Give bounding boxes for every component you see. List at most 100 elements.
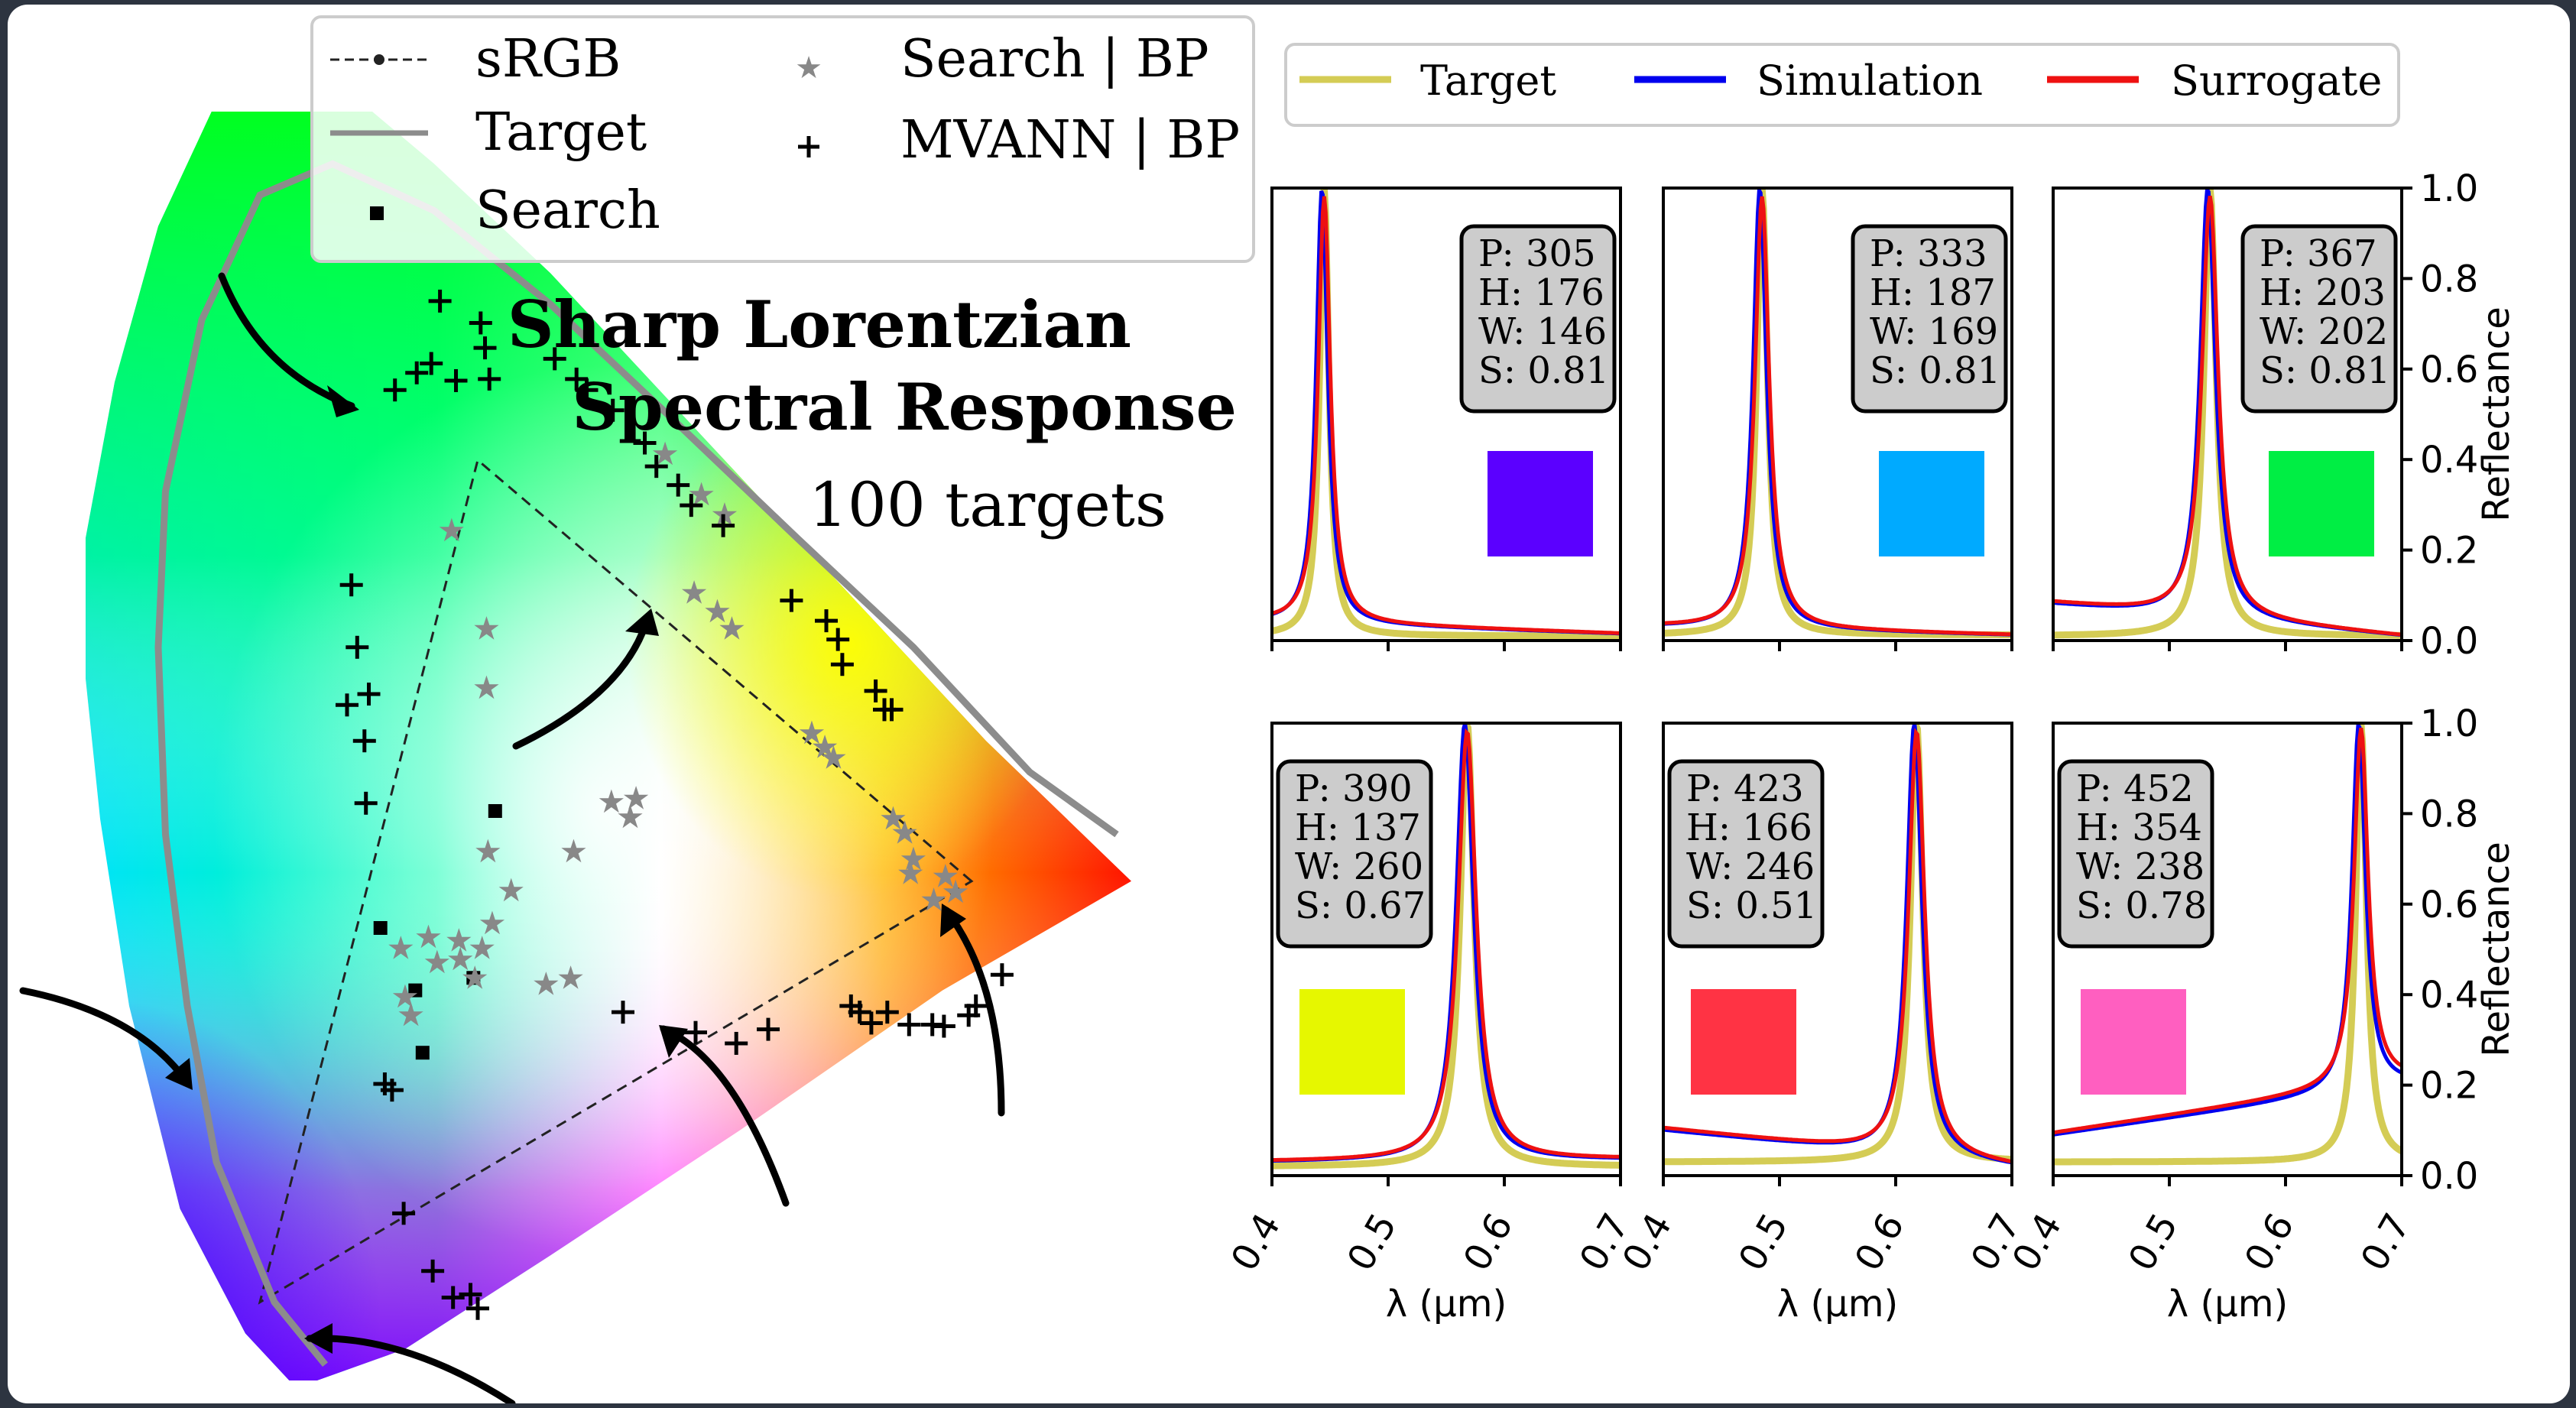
arrow <box>19 987 191 1086</box>
mvann-bp-point <box>990 963 1014 987</box>
mvann-bp-point <box>469 311 492 335</box>
params-box <box>1459 224 1617 414</box>
params-box <box>2057 759 2214 949</box>
param-label: P: 423 <box>1686 767 1804 810</box>
mvann-bp-point <box>932 1014 955 1038</box>
color-swatch <box>2269 451 2374 556</box>
mvann-bp-point <box>380 1079 404 1102</box>
y-tick-label: 0.6 <box>2420 349 2478 391</box>
x-tick-label: 0.5 <box>1339 1206 1406 1278</box>
mvann-bp-point <box>357 683 381 706</box>
mvann-bp-point <box>354 791 378 815</box>
mvann-bp-point <box>830 653 854 676</box>
param-label: P: 305 <box>1478 232 1596 275</box>
arrowhead <box>165 1058 193 1090</box>
search-bp-point: ★ <box>497 871 526 909</box>
mvann-bp-point <box>543 347 566 371</box>
color-swatch <box>1879 451 1984 556</box>
x-tick-label: 0.7 <box>2353 1206 2419 1278</box>
mvann-bp-point <box>441 1286 465 1309</box>
y-tick-label: 1.0 <box>2420 167 2478 210</box>
param-label: S: 0.81 <box>1870 349 2000 392</box>
param-label: S: 0.81 <box>2260 349 2390 392</box>
param-label: P: 367 <box>2260 232 2377 275</box>
y-tick-label: 0.8 <box>2420 258 2478 300</box>
mvann-bp-point <box>848 1001 871 1024</box>
param-label: S: 0.67 <box>1295 884 1426 927</box>
mvann-bp-point <box>680 494 703 517</box>
search-bp-point: ★ <box>414 918 443 955</box>
search-bp-point: ★ <box>703 592 732 630</box>
y-tick-label: 0.0 <box>2420 1155 2478 1198</box>
legend-surrogate-line: Surrogate <box>2171 57 2382 105</box>
chart-subtitle: 100 targets <box>809 469 1166 540</box>
search-point <box>373 921 388 935</box>
mvann-bp-point <box>859 1011 883 1035</box>
search-bp-point: ★ <box>810 728 839 765</box>
color-swatch <box>1488 451 1593 556</box>
x-tick-label: 0.4 <box>2004 1206 2071 1278</box>
star-marker-icon: ★ <box>795 50 822 86</box>
arrowhead <box>940 904 966 937</box>
x-tick-label: 0.6 <box>1455 1206 1522 1278</box>
mvann-bp-point <box>352 729 376 753</box>
x-tick-label: 0.5 <box>2120 1206 2187 1278</box>
mvann-bp-point <box>644 455 668 479</box>
param-label: H: 354 <box>2076 806 2202 849</box>
search-point <box>488 804 502 818</box>
search-bp-point: ★ <box>560 832 589 870</box>
panel-frame <box>1662 722 2013 1177</box>
param-label: H: 187 <box>1870 271 1996 314</box>
x-tick-label: 0.5 <box>1731 1206 1797 1278</box>
arrowhead <box>659 1025 688 1058</box>
arrow <box>218 272 355 410</box>
color-swatch <box>2081 989 2186 1095</box>
search-bp-point: ★ <box>621 780 650 817</box>
x-axis-label: λ (μm) <box>1386 1283 1507 1325</box>
x-tick-label: 0.6 <box>2237 1206 2303 1278</box>
mvann-bp-point <box>633 431 657 455</box>
search-bp-point: ★ <box>437 511 466 549</box>
surrogate-line <box>1272 728 1621 1163</box>
mvann-bp-point <box>565 367 589 391</box>
search-bp-point: ★ <box>718 609 747 647</box>
mvann-bp-point <box>757 1017 780 1041</box>
mvann-bp-point <box>897 1013 921 1037</box>
x-tick-label: 0.6 <box>1847 1206 1913 1278</box>
surrogate-line <box>2053 727 2402 1135</box>
panel-frame <box>2052 722 2403 1177</box>
mvann-bp-point <box>875 1001 899 1024</box>
mvann-bp-point <box>780 589 803 612</box>
y-tick-label: 0.4 <box>2420 974 2478 1017</box>
y-tick-label: 0.2 <box>2420 530 2478 573</box>
y-axis-label: Reflectance <box>2475 842 2518 1056</box>
param-label: H: 166 <box>1686 806 1812 849</box>
param-label: H: 176 <box>1478 271 1604 314</box>
legend-search: Search <box>475 180 660 241</box>
x-tick-label: 0.4 <box>1614 1206 1681 1278</box>
mvann-bp-point <box>712 514 735 537</box>
cie-legend: sRGB Target Search ★ Search | BP MVANN |… <box>310 15 1255 263</box>
arrowhead <box>304 1323 333 1354</box>
legend-mvann-bp: MVANN | BP <box>900 110 1240 170</box>
search-bp-point: ★ <box>472 609 501 647</box>
mvann-bp-point <box>421 1259 445 1283</box>
mvann-bp-point <box>336 693 358 717</box>
mvann-bp-point <box>473 336 497 360</box>
mvann-bp-point <box>339 573 363 597</box>
spectra-legend: Target Simulation Surrogate <box>1284 43 2400 127</box>
params-box <box>1851 224 2008 414</box>
search-bp-point: ★ <box>386 929 415 967</box>
param-label: H: 137 <box>1295 806 1421 849</box>
search-bp-point: ★ <box>899 840 928 878</box>
param-label: H: 203 <box>2260 271 2386 314</box>
y-tick-label: 0.2 <box>2420 1065 2478 1108</box>
arrow <box>512 612 652 750</box>
x-axis-label: λ (μm) <box>2167 1283 2288 1325</box>
mvann-bp-point <box>725 1031 748 1055</box>
search-bp-point: ★ <box>460 959 489 996</box>
x-axis-label: λ (μm) <box>1777 1283 1898 1325</box>
panel-frame <box>1270 722 1622 1177</box>
